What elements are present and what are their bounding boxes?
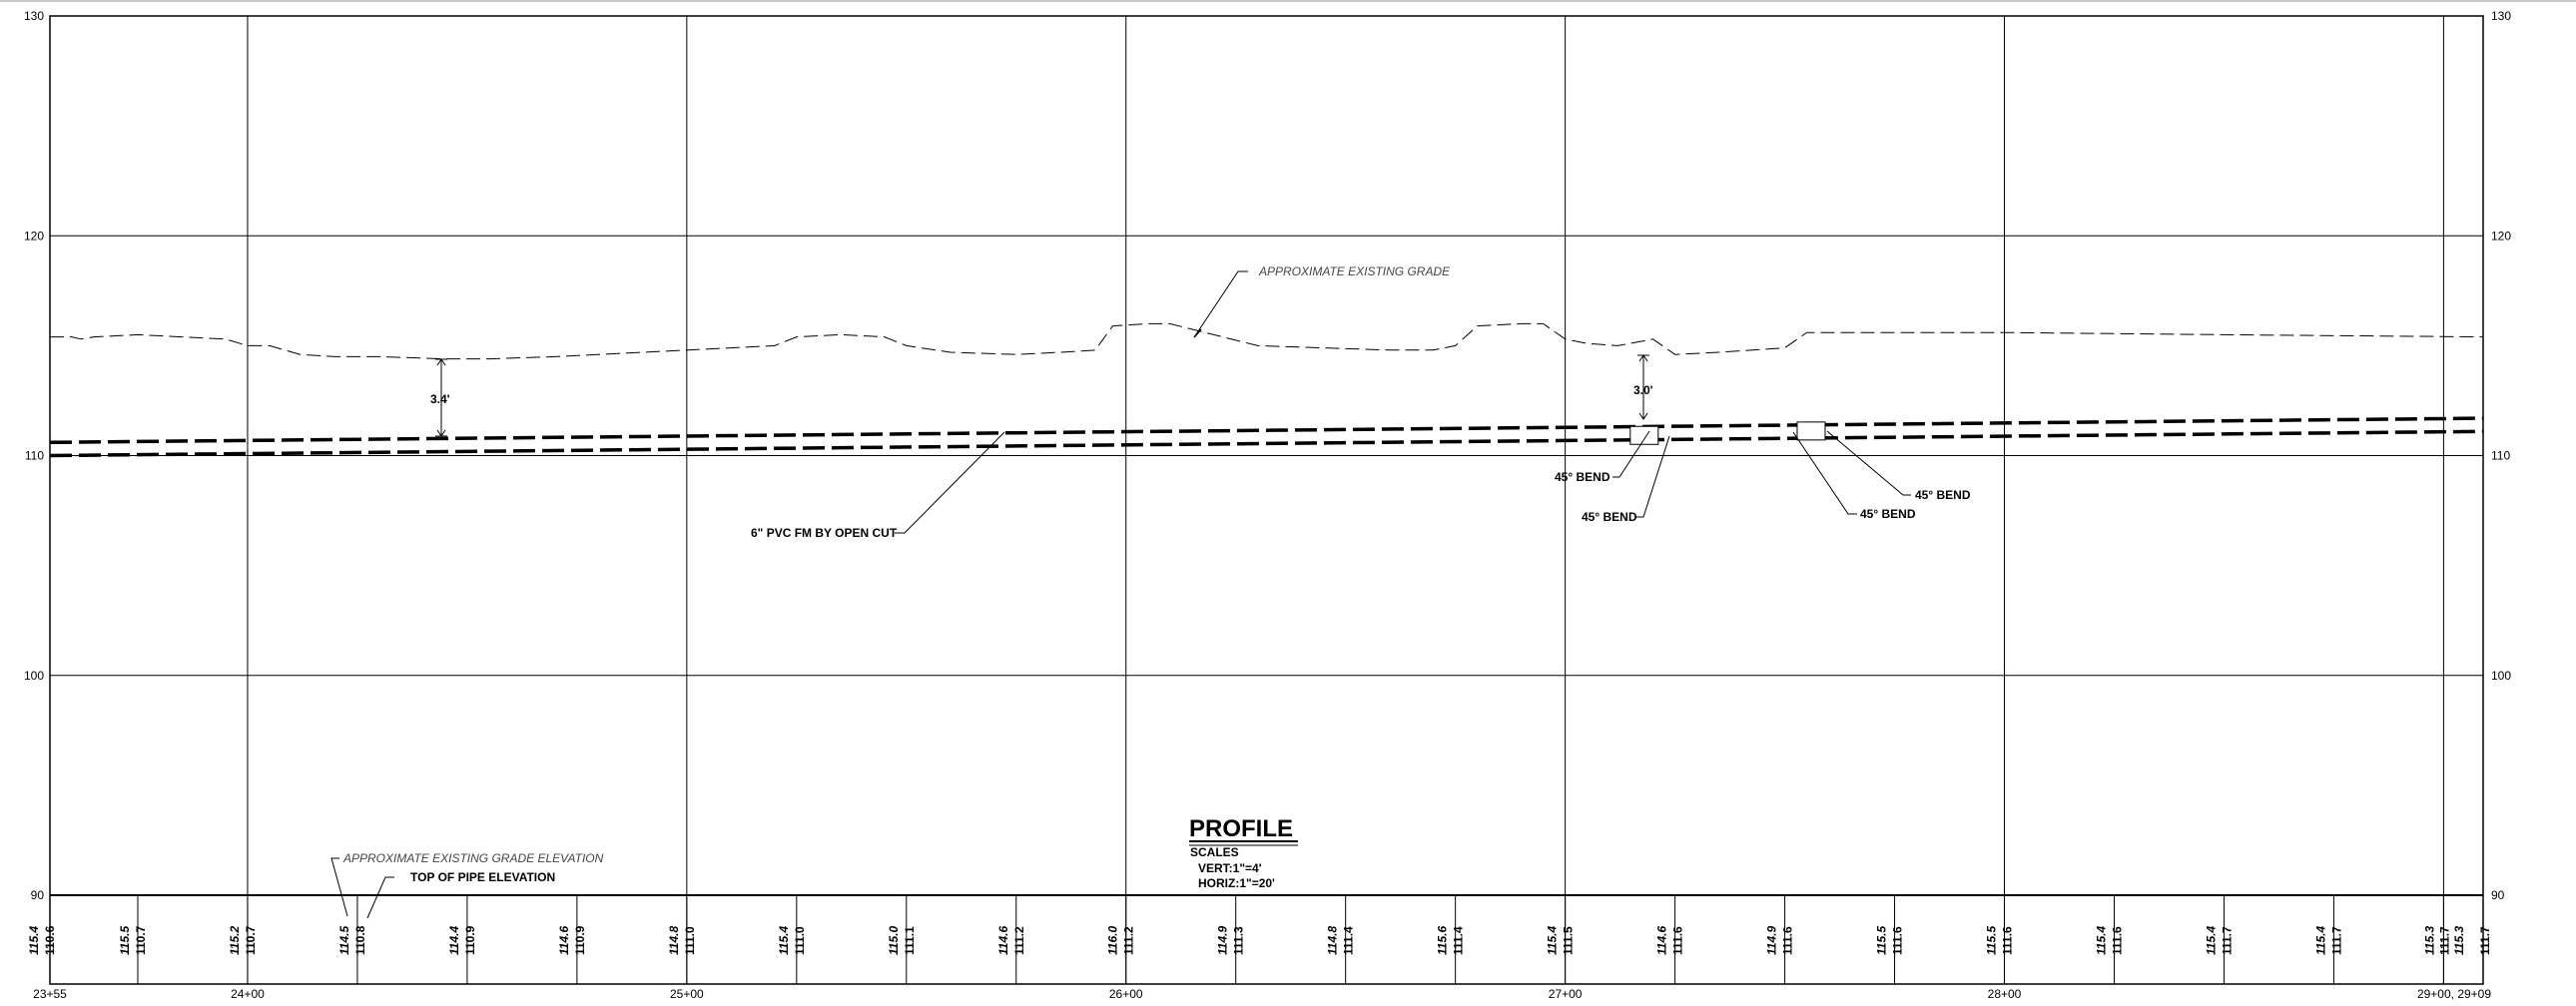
pipe-elevation-value: 110.7 — [244, 925, 258, 955]
approx-grade-elevation-label: APPROXIMATE EXISTING GRADE ELEVATION — [342, 851, 604, 865]
grade-elevation-value: 115.4 — [2313, 926, 2327, 955]
pipe-elevation-value: 111.2 — [1012, 926, 1026, 955]
existing-grade-line — [50, 322, 2484, 360]
grade-elevation-value: 114.6 — [1655, 926, 1669, 955]
grade-elevation-value: 114.6 — [557, 926, 571, 955]
grade-elevation-value: 114.8 — [1326, 926, 1340, 955]
pipe-elevation-value: 111.6 — [2001, 926, 2015, 955]
grade-elevation-value: 115.4 — [777, 926, 791, 955]
grade-elevation-value: 116.0 — [1106, 926, 1120, 955]
elevation-grid — [50, 15, 2483, 896]
grade-elevation-value: 115.5 — [1875, 926, 1889, 955]
pipe-label: 6" PVC FM BY OPEN CUT — [751, 526, 898, 540]
elevation-tick-label-right: 100 — [2491, 669, 2511, 683]
elevation-tick-label-left: 110 — [25, 449, 44, 463]
scales-heading: SCALES — [1190, 845, 1239, 859]
pipe-elevation-value: 111.2 — [1122, 926, 1136, 955]
pipe-elevation-value: 111.7 — [2478, 926, 2492, 955]
annotation-leaders — [330, 270, 1911, 919]
grade-elevation-value: 115.3 — [2422, 926, 2436, 955]
profile-table: 115.4 110.6 115.5 110.7 115.2 110.7 114.5 110.8… — [27, 895, 2492, 984]
station-labels: 24+00 25+00 26+00 27+00 28+00 23+55 29+00, 29+… — [33, 987, 2491, 1001]
grade-elevation-value: 115.5 — [118, 926, 132, 955]
elevation-tick-label-right: 130 — [2491, 9, 2511, 23]
station-tick-label: 24+00 — [231, 987, 265, 1001]
pipe-elevation-value: 111.4 — [1342, 926, 1356, 955]
pipe-elevation-value: 111.6 — [1781, 926, 1795, 955]
grade-elevation-value: 115.4 — [2204, 926, 2218, 955]
grade-elevation-value: 114.8 — [667, 926, 681, 955]
station-tick-label: 26+00 — [1109, 987, 1143, 1001]
bend-label-b: 45° BEND — [1582, 510, 1637, 524]
pipe-elevation-value: 111.4 — [1452, 926, 1466, 955]
approx-existing-grade-label: APPROXIMATE EXISTING GRADE — [1258, 264, 1451, 278]
elevation-tick-label-left: 120 — [24, 229, 44, 243]
grade-elevation-value: 115.0 — [887, 926, 901, 955]
pipe-elevation-value: 110.7 — [134, 925, 148, 955]
grade-elevation-value: 114.9 — [1765, 926, 1779, 955]
grade-elevation-value: 114.9 — [1216, 926, 1230, 955]
grade-elevation-value: 115.4 — [27, 926, 41, 955]
pipe-elevation-value: 111.7 — [2220, 926, 2234, 955]
bend-marker — [1796, 421, 1826, 441]
pipe-elevation-value: 111.6 — [1891, 926, 1905, 955]
grade-elevation-value: 114.6 — [996, 926, 1010, 955]
elevation-tick-label-right: 90 — [2491, 888, 2505, 902]
pipe-elevation-value: 111.6 — [2110, 926, 2124, 955]
station-tick-label-start: 23+55 — [33, 987, 67, 1001]
bend-label-d: 45° BEND — [1860, 507, 1916, 521]
grade-elevation-value: 115.4 — [2094, 926, 2108, 955]
elevation-tick-label-left: 130 — [24, 9, 44, 23]
bend-markers — [1629, 421, 1826, 445]
cover-depth-label-1: 3.4' — [430, 392, 450, 406]
pipe-elevation-value: 111.7 — [2437, 926, 2451, 955]
grade-elevation-value: 114.5 — [337, 926, 351, 955]
station-tick-label: 28+00 — [1988, 987, 2022, 1001]
horiz-scale: HORIZ:1"=20' — [1198, 876, 1275, 890]
pipe-bottom-line — [49, 429, 2484, 458]
grade-elevation-value: 115.6 — [1436, 926, 1450, 955]
pipe-elevation-value: 110.8 — [353, 925, 367, 955]
elevation-tick-label-right: 120 — [2491, 229, 2511, 243]
pipe-top-line — [49, 416, 2484, 445]
elevation-tick-label-left: 90 — [31, 888, 45, 902]
cover-depth-label-2: 3.0' — [1633, 383, 1653, 397]
pipe-elevation-value: 111.1 — [903, 926, 917, 955]
station-tick-label: 25+00 — [670, 987, 704, 1001]
bend-label-c: 45° BEND — [1915, 488, 1971, 502]
pipe-elevation-value: 110.9 — [463, 925, 477, 955]
grade-elevation-value: 115.5 — [1985, 926, 1999, 955]
profile-title: PROFILE — [1189, 815, 1293, 842]
grade-elevation-value: 115.2 — [228, 926, 242, 955]
pipe-elevation-value: 111.3 — [1232, 926, 1246, 955]
elevation-tick-label-right: 110 — [2491, 449, 2510, 463]
pipe-elevation-value: 111.6 — [1671, 926, 1685, 955]
elevation-labels: 90 90 100 100 110 110 120 120 130 130 — [24, 9, 2511, 902]
pipe-elevation-value: 111.0 — [793, 926, 807, 955]
bend-marker — [1629, 425, 1659, 445]
pipe-elevation-value: 110.9 — [573, 925, 587, 955]
grade-elevation-value: 115.3 — [2452, 926, 2466, 955]
bend-label-a: 45° BEND — [1555, 470, 1610, 484]
pipe-elevation-value: 111.5 — [1562, 926, 1576, 955]
pipe-elevation-value: 111.0 — [683, 926, 697, 955]
pipe-elevation-value: 111.7 — [2329, 926, 2343, 955]
station-grid — [247, 16, 2444, 984]
station-tick-label-end: 29+00, 29+09 — [2417, 987, 2491, 1001]
elevation-tick-label-left: 100 — [24, 669, 44, 683]
grade-elevation-value: 115.4 — [1546, 926, 1560, 955]
station-tick-label: 27+00 — [1549, 987, 1583, 1001]
grade-elevation-value: 114.4 — [447, 926, 461, 955]
top-of-pipe-elevation-label: TOP OF PIPE ELEVATION — [410, 870, 555, 884]
pipe-elevation-value: 110.6 — [43, 925, 57, 955]
vert-scale: VERT:1"=4' — [1198, 861, 1262, 875]
